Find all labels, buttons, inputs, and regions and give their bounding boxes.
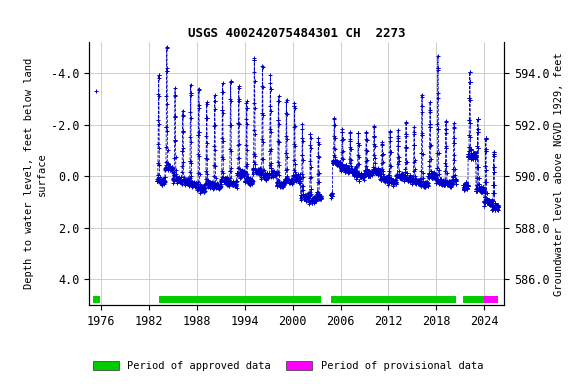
Legend: Period of approved data, Period of provisional data: Period of approved data, Period of provi… [89, 357, 487, 375]
Y-axis label: Groundwater level above NGVD 1929, feet: Groundwater level above NGVD 1929, feet [554, 52, 563, 296]
Title: USGS 400242075484301 CH  2273: USGS 400242075484301 CH 2273 [188, 26, 406, 40]
Y-axis label: Depth to water level, feet below land
surface: Depth to water level, feet below land su… [24, 58, 47, 290]
